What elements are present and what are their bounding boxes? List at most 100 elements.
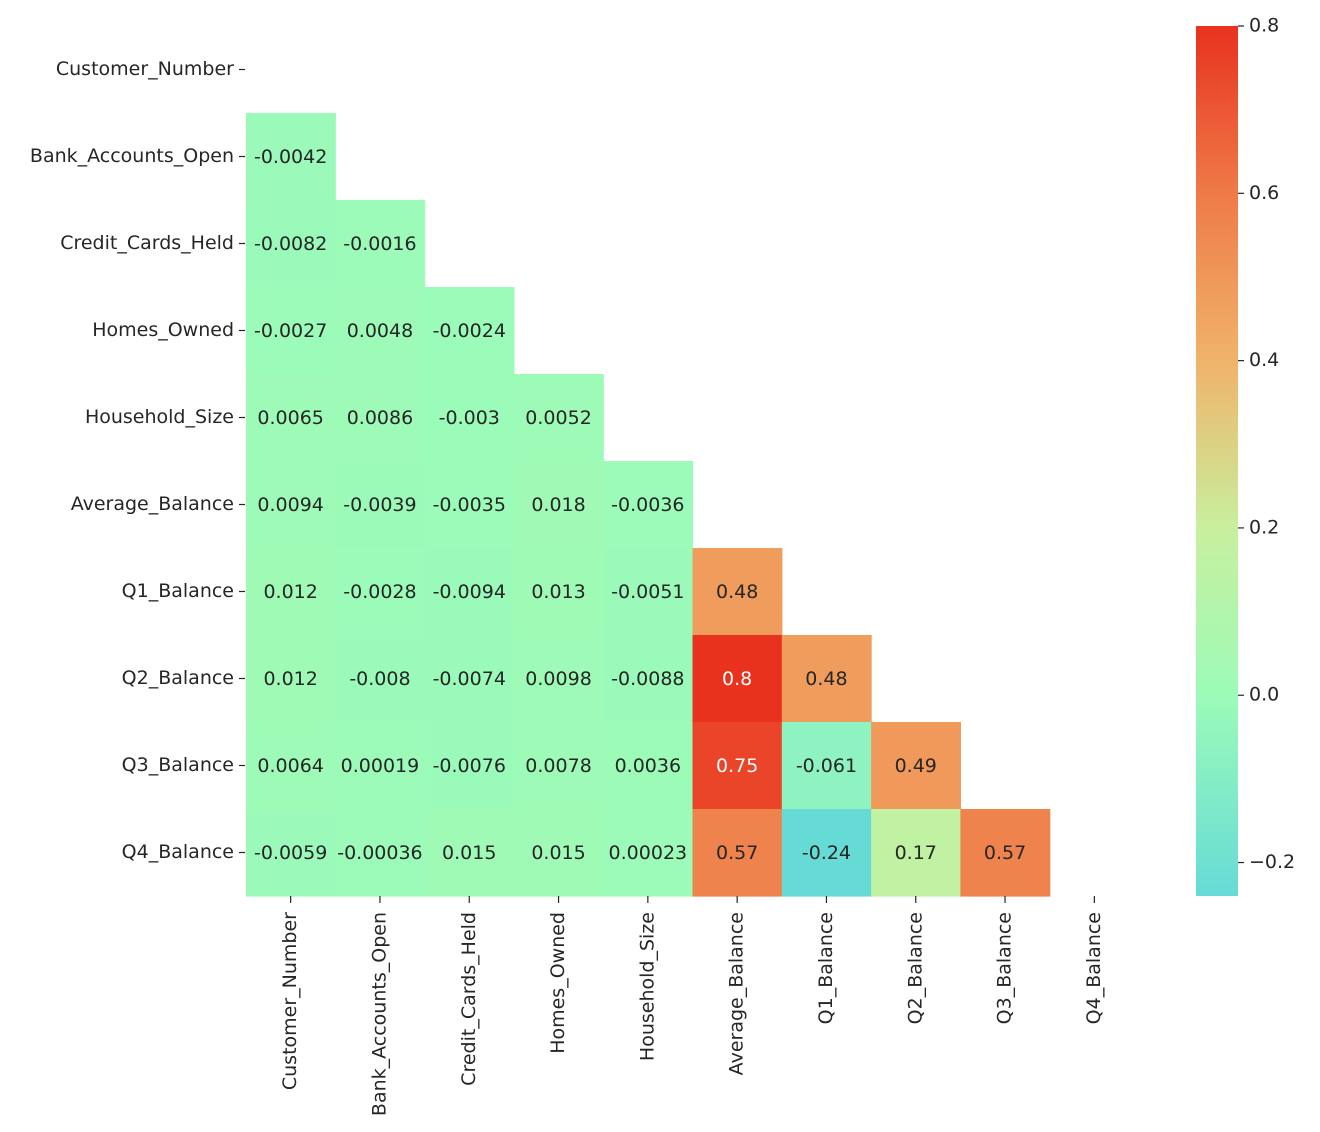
cell-value-label: -0.0035 [433, 494, 506, 516]
y-axis: Customer_Number Bank_Accounts_Open Credit_… [30, 58, 245, 863]
heatmap-cell [692, 548, 783, 636]
cell-value-label: 0.57 [984, 842, 1026, 864]
y-tick-label: Q3_Balance [122, 754, 234, 776]
y-tick-label: Credit_Cards_Held [60, 232, 234, 254]
heatmap-cell [246, 548, 336, 636]
heatmap-cell-labels: -0.0042 -0.0082 -0.0016 -0.0027 0.0048 -0.002… [254, 146, 1026, 864]
cell-value-label: -0.0088 [611, 668, 684, 690]
heatmap-cell [246, 722, 336, 810]
cell-value-label: 0.75 [716, 755, 758, 777]
cell-value-label: 0.018 [531, 494, 585, 516]
colorbar: 0.8 0.6 0.4 0.2 0.0 −0.2 [1196, 15, 1295, 896]
cell-value-label: 0.57 [716, 842, 758, 864]
cell-value-label: 0.0098 [525, 668, 591, 690]
cell-value-label: 0.0036 [615, 755, 681, 777]
heatmap-cell [513, 635, 604, 723]
heatmap-cell [424, 461, 515, 549]
cell-value-label: 0.00019 [341, 755, 420, 777]
heatmap-cell [871, 722, 961, 810]
cell-value-label: -0.0016 [343, 233, 416, 255]
colorbar-tick-label: 0.8 [1249, 15, 1279, 37]
cell-value-label: -0.24 [802, 842, 851, 864]
heatmap-cell [335, 809, 426, 897]
x-tick-label: Credit_Cards_Held [458, 912, 480, 1086]
heatmap-cell [603, 809, 694, 897]
y-tick-label: Q2_Balance [122, 667, 234, 689]
colorbar-gradient [1196, 26, 1238, 896]
cell-value-label: 0.015 [531, 842, 585, 864]
cell-value-label: -0.0076 [433, 755, 506, 777]
cell-value-label: -0.061 [796, 755, 857, 777]
cell-value-label: 0.0078 [525, 755, 591, 777]
cell-value-label: -0.003 [439, 407, 500, 429]
heatmap-cell [692, 635, 783, 723]
heatmap-cell [513, 722, 604, 810]
cell-value-label: -0.0028 [343, 581, 416, 603]
y-tick-label: Homes_Owned [92, 319, 234, 341]
heatmap-cell [246, 113, 336, 201]
heatmap-cell [335, 287, 426, 375]
cell-value-label: -0.0074 [433, 668, 506, 690]
heatmap-cell [960, 809, 1051, 897]
x-tick-label: Q1_Balance [815, 912, 837, 1024]
colorbar-tick-label: 0.0 [1249, 684, 1279, 706]
cell-value-label: 0.015 [442, 842, 496, 864]
x-tick-label: Average_Balance [726, 912, 748, 1075]
x-tick-label: Bank_Accounts_Open [368, 912, 390, 1116]
heatmap-cell [424, 809, 515, 897]
y-tick-label: Average_Balance [71, 493, 234, 515]
heatmap-cell [513, 374, 604, 462]
cell-value-label: 0.0086 [347, 407, 413, 429]
x-tick-label: Q2_Balance [904, 912, 926, 1024]
heatmap-cell [246, 200, 336, 288]
heatmap-cell [335, 200, 426, 288]
cell-value-label: 0.0064 [257, 755, 323, 777]
x-tick-label: Household_Size [636, 912, 658, 1061]
cell-value-label: -0.008 [349, 668, 410, 690]
heatmap-cell [871, 809, 961, 897]
heatmap-cell [424, 722, 515, 810]
heatmap-cell [424, 287, 515, 375]
cell-value-label: -0.0082 [254, 233, 327, 255]
heatmap-cell [246, 374, 336, 462]
y-tick-label: Q1_Balance [122, 580, 234, 602]
x-tick-label: Customer_Number [279, 912, 301, 1090]
x-tick-label: Q4_Balance [1083, 912, 1105, 1024]
x-axis: Customer_Number Bank_Accounts_Open Credit_… [279, 896, 1105, 1116]
cell-value-label: 0.0048 [347, 320, 413, 342]
colorbar-tick-label: 0.6 [1249, 182, 1279, 204]
heatmap-cell [692, 809, 783, 897]
heatmap-cell [335, 635, 426, 723]
x-tick-label: Homes_Owned [547, 912, 569, 1054]
cell-value-label: 0.48 [716, 581, 758, 603]
cell-value-label: 0.48 [805, 668, 847, 690]
cell-value-label: -0.0094 [433, 581, 506, 603]
y-tick-label: Household_Size [85, 406, 234, 428]
heatmap-cell [603, 461, 694, 549]
colorbar-tick-label: 0.4 [1249, 349, 1279, 371]
heatmap-cell [335, 548, 426, 636]
cell-value-label: 0.0052 [525, 407, 591, 429]
cell-value-label: 0.013 [531, 581, 585, 603]
cell-value-label: 0.0094 [257, 494, 323, 516]
cell-value-label: -0.0059 [254, 842, 327, 864]
cell-value-label: 0.49 [895, 755, 937, 777]
cell-value-label: -0.0027 [254, 320, 327, 342]
heatmap-cell [246, 809, 336, 897]
cell-value-label: -0.0024 [433, 320, 506, 342]
cell-value-label: 0.012 [263, 668, 317, 690]
cell-value-label: -0.0039 [343, 494, 416, 516]
heatmap-cell [424, 635, 515, 723]
heatmap-cell [603, 548, 694, 636]
heatmap-cell [246, 461, 336, 549]
heatmap-cell [513, 461, 604, 549]
heatmap-cell [603, 722, 694, 810]
heatmap-cell [692, 722, 783, 810]
cell-value-label: 0.8 [722, 668, 752, 690]
heatmap-cell [246, 287, 336, 375]
heatmap-cell [513, 809, 604, 897]
cell-value-label: -0.0042 [254, 146, 327, 168]
heatmap-cell [246, 635, 336, 723]
cell-value-label: 0.00023 [609, 842, 688, 864]
